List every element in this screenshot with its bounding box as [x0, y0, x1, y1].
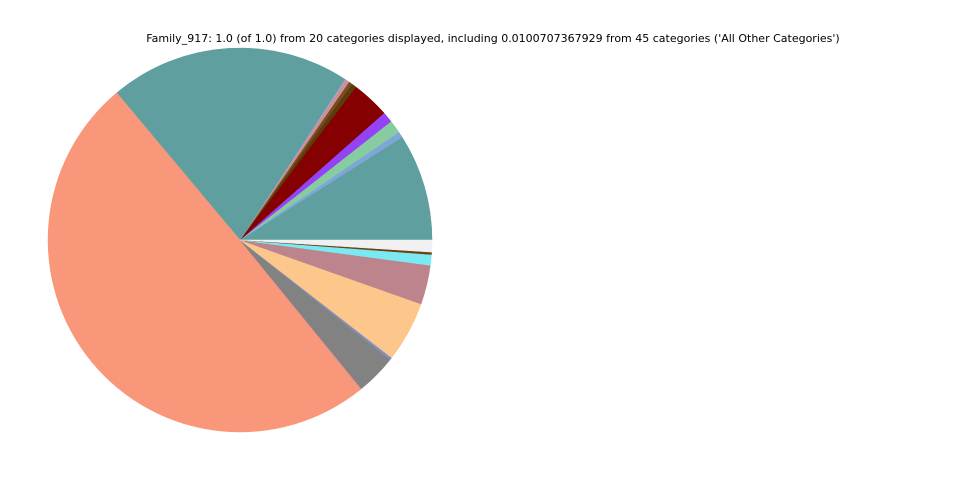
pie-slice	[116, 47, 346, 241]
pie-slice	[47, 92, 361, 433]
pie-slice	[239, 239, 433, 253]
chart-title: Family_917: 1.0 (of 1.0) from 20 categor…	[146, 32, 839, 45]
pie	[47, 47, 433, 433]
pie-slice	[239, 136, 433, 241]
